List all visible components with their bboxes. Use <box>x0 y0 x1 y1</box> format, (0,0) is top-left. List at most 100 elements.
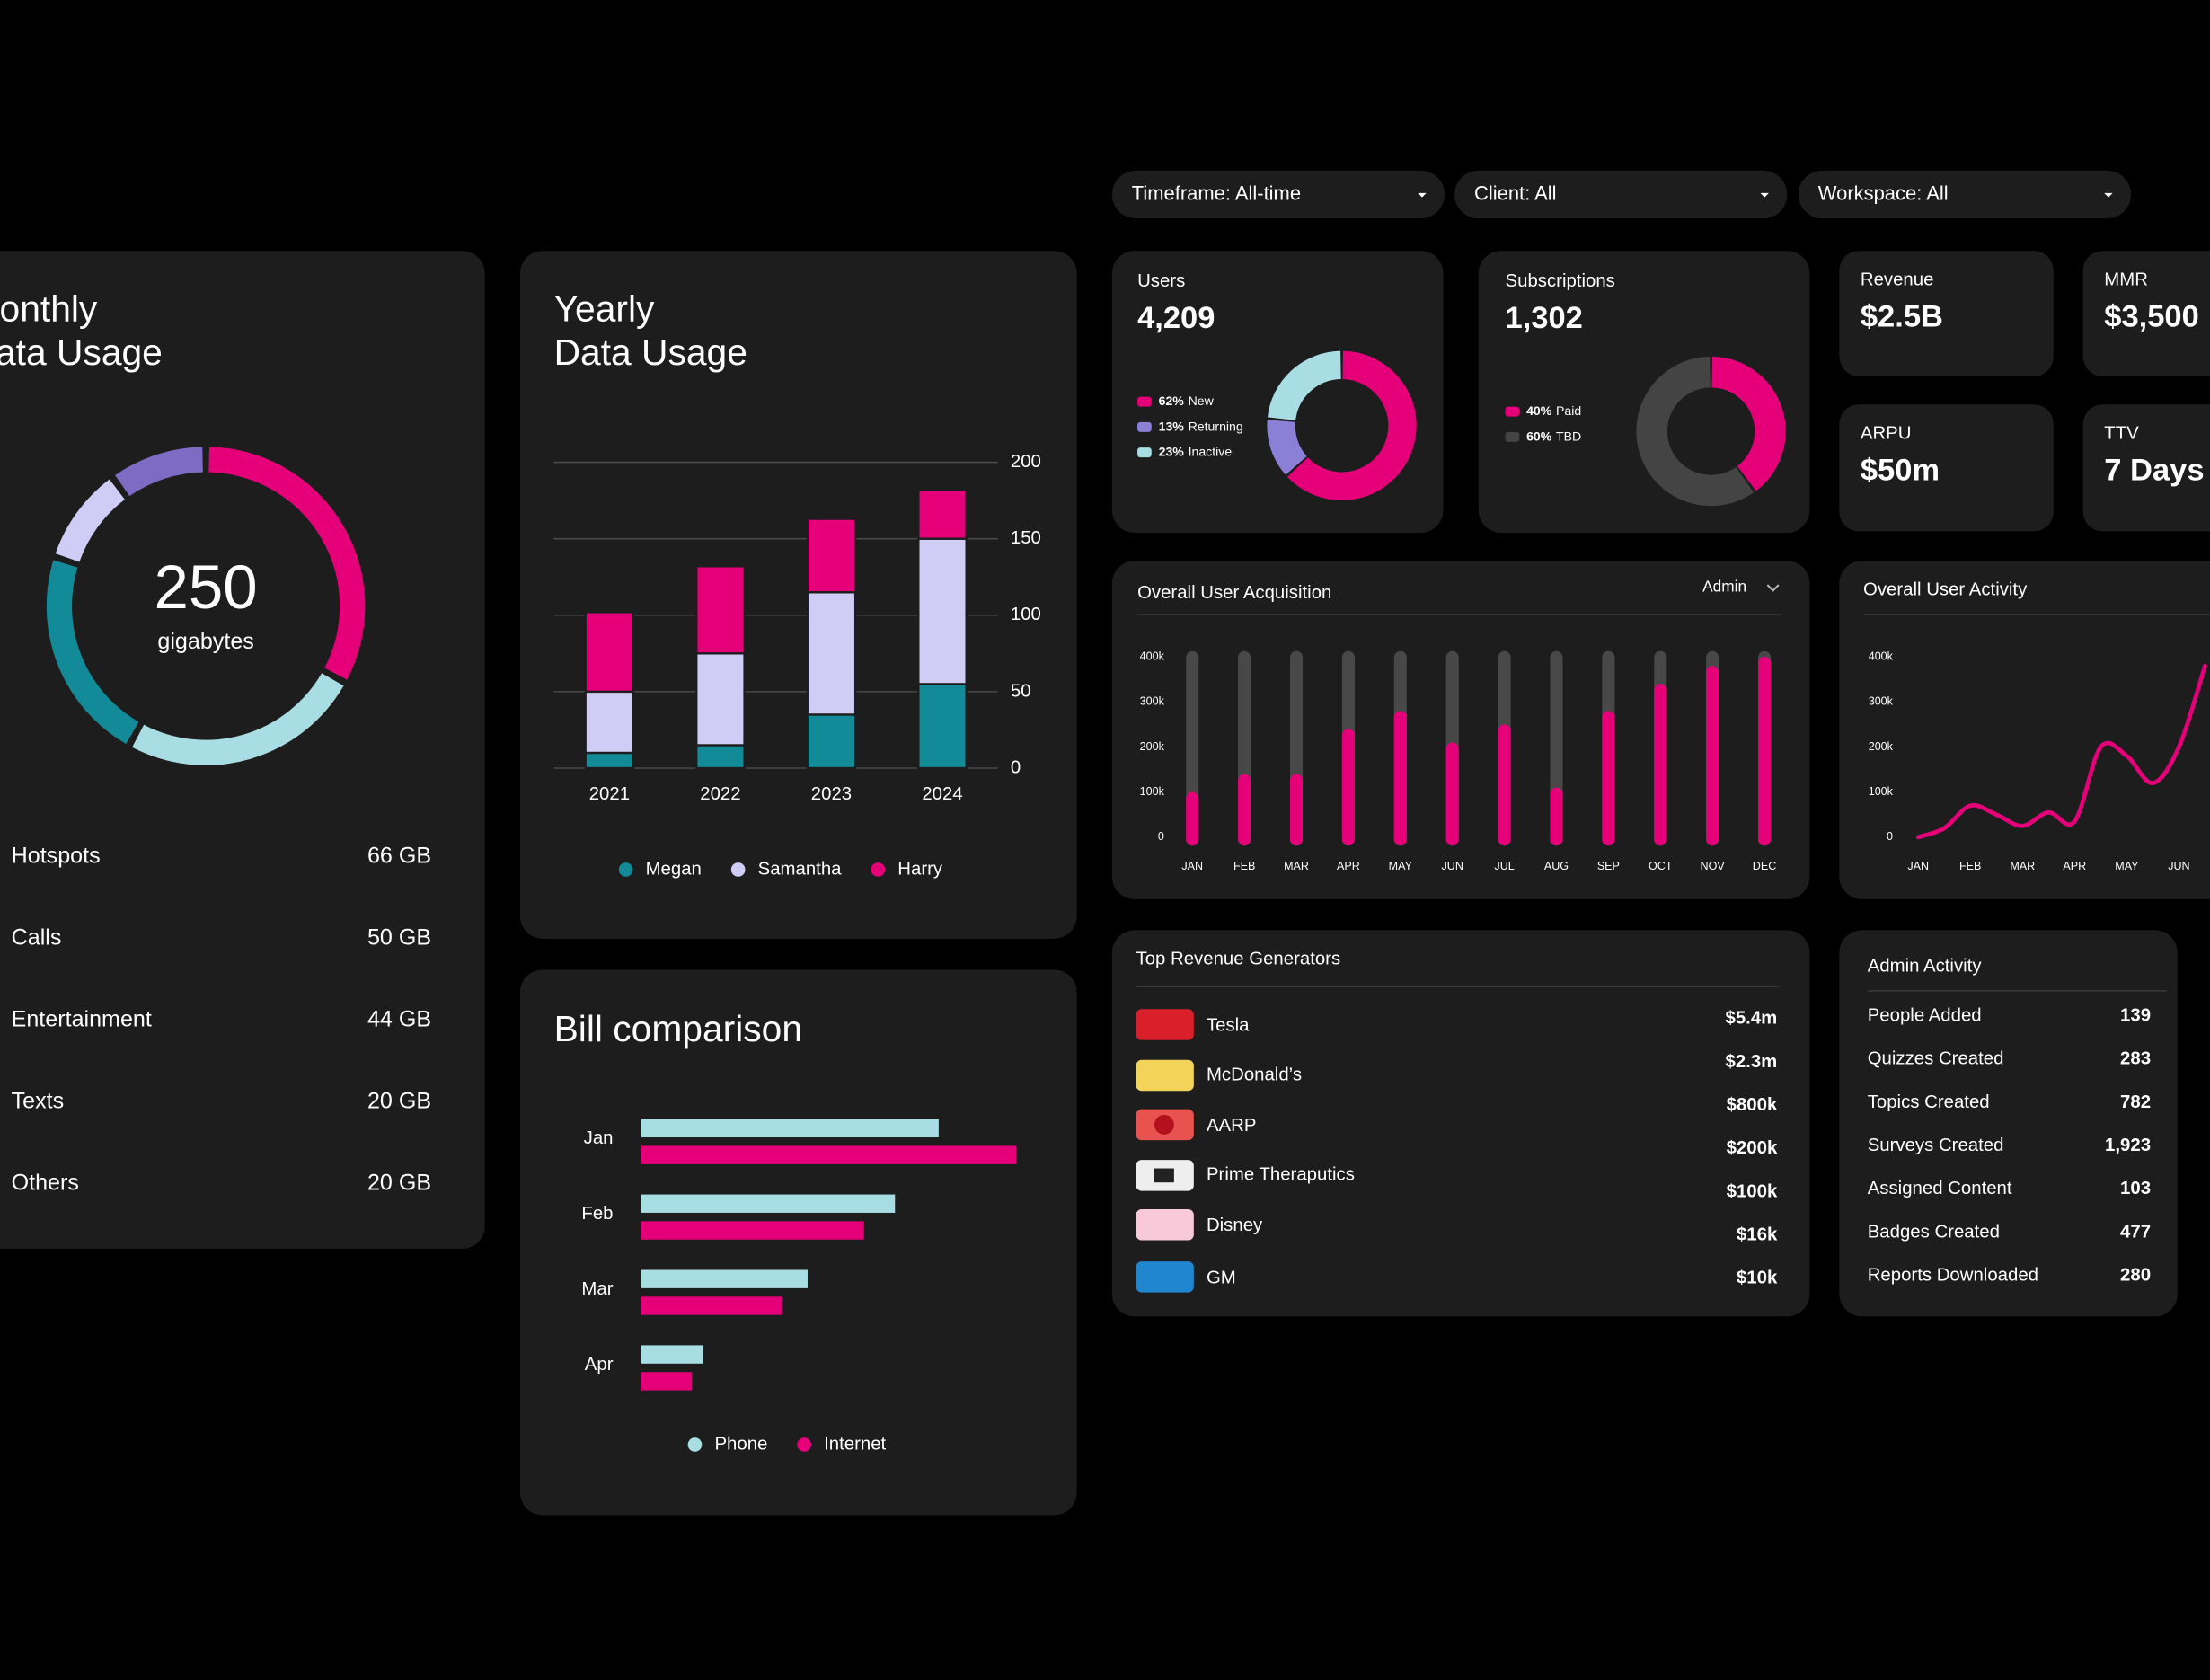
legend-swatch <box>618 862 633 877</box>
company-name: Tesla <box>1207 1015 1250 1035</box>
card-title: Overall User Acquisition <box>1137 583 1331 603</box>
bar <box>641 1372 693 1391</box>
legend-swatch <box>1505 431 1520 442</box>
activity-value: 103 <box>2120 1179 2151 1198</box>
legend-swatch <box>871 862 886 877</box>
category-label: Jan <box>584 1128 614 1148</box>
legend-label: Samantha <box>758 859 843 879</box>
activity-value: 782 <box>2120 1092 2151 1112</box>
bar <box>1393 711 1407 846</box>
activity-value: 283 <box>2120 1049 2151 1069</box>
filter-pill[interactable] <box>1111 170 1445 219</box>
y-tick-label: 100k <box>1140 785 1165 798</box>
y-tick-label: 400k <box>1869 650 1894 662</box>
revenue-value: $5.4m <box>1726 1009 1778 1029</box>
legend-swatch <box>687 1437 703 1452</box>
bar <box>1289 774 1304 846</box>
legend-value: 62% <box>1159 393 1185 408</box>
x-tick-label: JUL <box>1494 860 1514 872</box>
dropdown-arrow[interactable] <box>1760 192 1769 198</box>
y-tick-label: 200k <box>1869 740 1894 753</box>
x-tick-label: OCT <box>1649 860 1673 872</box>
usage-label: Texts <box>12 1088 65 1113</box>
y-tick-label: 0 <box>1011 757 1021 777</box>
dropdown-arrow[interactable] <box>2104 192 2113 198</box>
logo <box>1136 1209 1194 1241</box>
bar <box>1706 666 1719 846</box>
bar-segment <box>584 751 635 770</box>
donut-segment <box>1636 356 1755 507</box>
card-title: Users <box>1137 271 1185 291</box>
bar-segment <box>806 713 857 770</box>
logo <box>1136 1059 1194 1092</box>
activity-value: 280 <box>2120 1265 2151 1285</box>
usage-value: 50 GB <box>367 924 431 950</box>
revenue-value: $16k <box>1737 1225 1778 1244</box>
legend-entry: 23% Inactive <box>1159 444 1233 458</box>
revenue-value: $10k <box>1737 1269 1778 1288</box>
center-value: 250 <box>155 553 258 622</box>
category-label: Mar <box>581 1279 613 1299</box>
x-tick-label: MAY <box>2115 860 2139 872</box>
y-tick-label: 0 <box>1158 830 1164 843</box>
chart-title: Yearly <box>554 287 655 329</box>
x-tick-label: MAR <box>1284 860 1309 872</box>
revenue-value: $2.3m <box>1726 1052 1778 1072</box>
company-name: AARP <box>1207 1116 1256 1136</box>
bar <box>1654 684 1667 846</box>
x-tick-label: MAR <box>2010 860 2035 872</box>
filter-pill[interactable] <box>1454 170 1788 219</box>
donut-segment <box>1267 420 1308 475</box>
bar <box>1186 791 1199 846</box>
dropdown-arrow[interactable] <box>1418 192 1427 198</box>
legend-label: TBD <box>1556 429 1581 443</box>
donut-segment <box>208 447 366 680</box>
kpi-label: Revenue <box>1861 270 1934 290</box>
filter-label[interactable]: Workspace: All <box>1818 181 1949 204</box>
activity-label: Badges Created <box>1868 1222 2000 1242</box>
legend-label: Returning <box>1189 419 1243 433</box>
x-tick-label: MAY <box>1389 860 1413 872</box>
x-tick-label: NOV <box>1701 860 1726 872</box>
legend-label: New <box>1189 393 1215 408</box>
legend-entry: 40% Paid <box>1526 403 1581 418</box>
legend-swatch <box>730 862 746 877</box>
donut-segment <box>1267 350 1342 421</box>
usage-label: Calls <box>12 924 62 950</box>
card <box>1839 251 2054 376</box>
bar <box>641 1345 703 1364</box>
legend-label: Phone <box>714 1434 767 1454</box>
filter-label[interactable]: Timeframe: All-time <box>1132 181 1301 204</box>
legend-label: Internet <box>824 1434 886 1454</box>
legend-swatch <box>797 1437 811 1452</box>
donut-segment <box>1287 350 1417 500</box>
card <box>1839 404 2054 532</box>
y-tick-label: 100 <box>1011 605 1041 624</box>
bar-segment <box>584 690 635 755</box>
legend-value: 13% <box>1159 419 1185 433</box>
card <box>1839 930 2178 1317</box>
legend-entry: 62% New <box>1159 393 1215 408</box>
filter-label[interactable]: Client: All <box>1474 181 1557 204</box>
usage-label: Others <box>12 1170 79 1195</box>
table-title: Top Revenue Generators <box>1136 950 1341 969</box>
legend-label: Harry <box>897 859 943 879</box>
dropdown-label[interactable]: Admin <box>1702 578 1746 596</box>
card <box>1478 251 1810 534</box>
usage-value: 20 GB <box>367 1088 431 1113</box>
card-title: Overall User Activity <box>1863 580 2028 600</box>
x-tick-label: APR <box>2063 860 2086 872</box>
legend-swatch <box>1137 447 1152 458</box>
company-name: Prime Theraputics <box>1207 1165 1355 1185</box>
filter-pill[interactable] <box>1798 170 2132 219</box>
center-label: gigabytes <box>157 629 253 654</box>
activity-label: Assigned Content <box>1868 1179 2012 1198</box>
usage-value: 44 GB <box>367 1006 431 1031</box>
bar <box>1550 787 1563 846</box>
chevron <box>1766 584 1780 592</box>
logo <box>1136 1261 1194 1293</box>
legend-swatch <box>1137 421 1152 432</box>
legend-label: Megan <box>646 859 702 879</box>
logo <box>1136 1009 1194 1040</box>
